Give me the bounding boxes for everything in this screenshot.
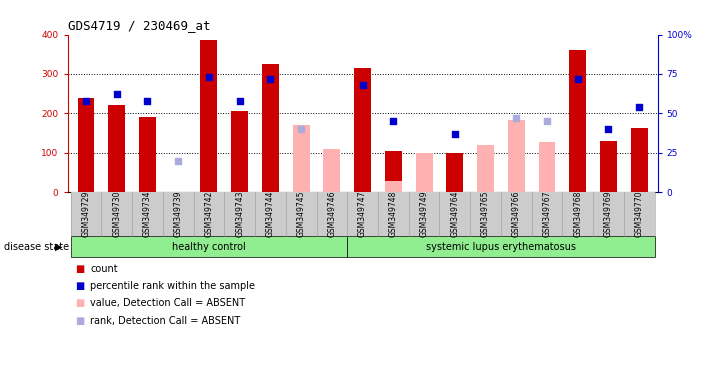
Bar [416,153,432,192]
Text: GSM349765: GSM349765 [481,191,490,237]
Text: GSM349770: GSM349770 [635,191,643,237]
Point [173,157,184,164]
Text: GSM349748: GSM349748 [389,191,398,237]
Point [449,131,461,137]
Text: count: count [90,264,118,274]
Point [357,82,368,88]
Point [634,104,645,110]
Bar [293,125,309,192]
Text: healthy control: healthy control [172,242,246,252]
Text: GSM349734: GSM349734 [143,191,152,237]
Bar [385,181,402,192]
Text: GSM349743: GSM349743 [235,191,244,237]
Text: rank, Detection Call = ABSENT: rank, Detection Call = ABSENT [90,316,240,326]
Text: GSM349729: GSM349729 [82,191,90,237]
Point [296,126,307,132]
Text: GDS4719 / 230469_at: GDS4719 / 230469_at [68,19,210,32]
Point [80,98,92,104]
Bar [324,149,341,192]
Bar [631,128,648,192]
Bar [600,141,617,192]
Text: ■: ■ [75,316,84,326]
Text: GSM349749: GSM349749 [419,191,429,237]
Point [264,76,276,82]
Text: disease state: disease state [4,242,69,252]
Text: GSM349764: GSM349764 [450,191,459,237]
Bar [108,106,125,192]
Bar [447,154,464,192]
Text: GSM349745: GSM349745 [296,191,306,237]
Text: GSM349768: GSM349768 [573,191,582,237]
Bar [77,98,95,192]
Text: GSM349742: GSM349742 [205,191,213,237]
Bar [538,142,555,192]
Text: ■: ■ [75,298,84,308]
Bar [201,40,218,192]
Point [572,76,584,82]
Bar [354,68,371,192]
Text: ■: ■ [75,264,84,274]
Text: GSM349766: GSM349766 [512,191,520,237]
Bar [262,64,279,192]
Text: systemic lupus erythematosus: systemic lupus erythematosus [426,242,576,252]
Bar [570,50,586,192]
Point [541,118,552,124]
Point [387,118,399,124]
Text: GSM349746: GSM349746 [327,191,336,237]
Text: value, Detection Call = ABSENT: value, Detection Call = ABSENT [90,298,245,308]
Point [510,115,522,121]
Point [234,98,245,104]
Text: percentile rank within the sample: percentile rank within the sample [90,281,255,291]
Text: GSM349767: GSM349767 [542,191,552,237]
Bar [508,120,525,192]
Point [203,74,215,80]
Bar [139,117,156,192]
Point [111,91,122,98]
Text: GSM349769: GSM349769 [604,191,613,237]
Bar [385,151,402,192]
Point [603,126,614,132]
Point [141,98,153,104]
Text: ■: ■ [75,281,84,291]
Text: GSM349744: GSM349744 [266,191,275,237]
Text: GSM349747: GSM349747 [358,191,367,237]
Bar [231,111,248,192]
Bar [477,145,494,192]
Text: GSM349730: GSM349730 [112,191,121,237]
Text: ▶: ▶ [55,242,62,252]
Text: GSM349739: GSM349739 [173,191,183,237]
